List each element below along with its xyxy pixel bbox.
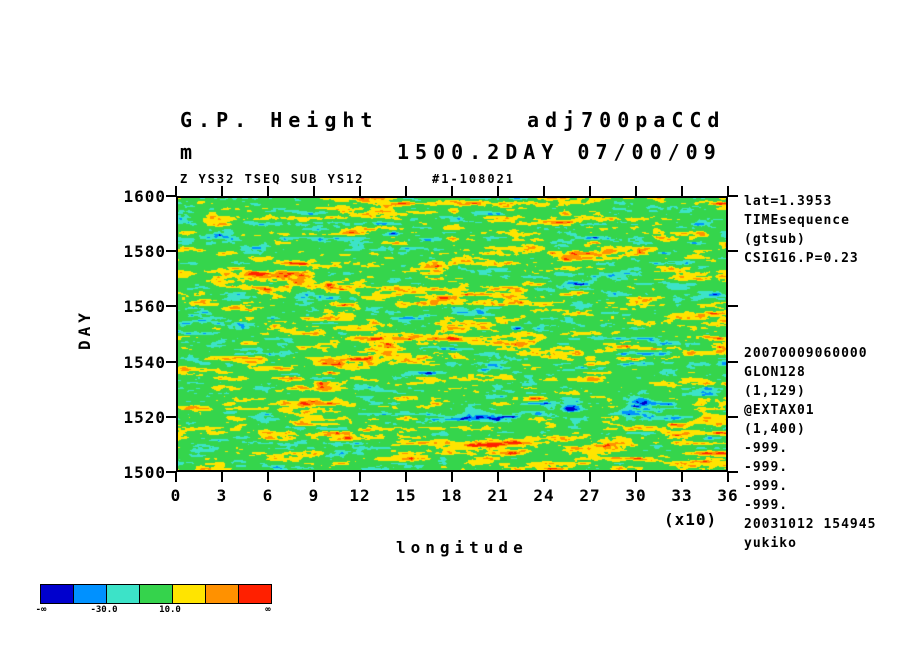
x-tick-mark-bottom — [267, 472, 269, 482]
x-tick-mark-top — [175, 186, 177, 196]
x-tick-label: 15 — [395, 486, 417, 505]
figure-id-label: #1-108021 — [432, 172, 516, 186]
colorbar-label: -30.0 — [90, 605, 118, 615]
annotation-line: -999. — [744, 479, 789, 494]
x-tick-mark-top — [405, 186, 407, 196]
y-tick-mark-right — [728, 471, 738, 473]
x-tick-mark-bottom — [221, 472, 223, 482]
annotation-line: (1,400) — [744, 422, 806, 437]
x-axis-title: longitude — [396, 538, 528, 557]
colorbar-segment — [206, 585, 239, 603]
x-tick-mark-top — [221, 186, 223, 196]
y-tick-mark-left — [166, 305, 176, 308]
annotation-line: TIMEsequence — [744, 213, 850, 228]
x-tick-mark-bottom — [405, 472, 407, 482]
y-tick-mark-left — [166, 250, 176, 253]
y-tick-mark-right — [728, 360, 738, 363]
y-tick-mark-right — [728, 305, 738, 308]
y-tick-mark-left — [166, 360, 176, 363]
x-tick-mark-top — [589, 186, 591, 196]
x-tick-mark-top — [635, 186, 637, 196]
x-tick-mark-top — [497, 186, 499, 196]
chart-title-left: G.P. Height — [180, 108, 379, 132]
x-tick-mark-top — [359, 186, 361, 196]
y-tick-label: 1520 — [123, 407, 166, 427]
colorbar-label: -∞ — [35, 605, 47, 615]
y-axis-title: DAY — [74, 309, 94, 350]
colorbar-segment — [239, 585, 271, 603]
x-tick-mark-bottom — [589, 472, 591, 482]
x-tick-label: 18 — [441, 486, 463, 505]
x-tick-mark-top — [727, 186, 729, 196]
x-tick-label: 6 — [262, 486, 274, 505]
x-tick-label: 30 — [625, 486, 647, 505]
x-tick-mark-bottom — [681, 472, 683, 482]
annotation-line: GLON128 — [744, 365, 806, 380]
annotation-line: 20031012 154945 — [744, 517, 877, 532]
x-scale-note: (x10) — [664, 510, 718, 529]
x-tick-mark-bottom — [451, 472, 453, 482]
x-tick-label: 24 — [533, 486, 555, 505]
colorbar-segment — [107, 585, 140, 603]
x-tick-label: 33 — [671, 486, 693, 505]
annotation-line: -999. — [744, 498, 789, 513]
x-tick-mark-bottom — [313, 472, 315, 482]
x-tick-label: 3 — [216, 486, 228, 505]
y-tick-label: 1580 — [123, 242, 166, 262]
y-tick-label: 1560 — [123, 297, 166, 317]
annotation-line: (1,129) — [744, 384, 806, 399]
annotation-line: lat=1.3953 — [744, 194, 833, 209]
x-tick-mark-bottom — [635, 472, 637, 482]
annotation-line: yukiko — [744, 536, 797, 551]
x-tick-mark-top — [313, 186, 315, 196]
x-tick-label: 21 — [487, 486, 509, 505]
y-tick-mark-left — [166, 195, 176, 197]
chart-title-right: adj700paCCd — [527, 108, 726, 132]
x-tick-mark-top — [267, 186, 269, 196]
x-tick-mark-top — [543, 186, 545, 196]
colorbar-label: ∞ — [265, 605, 271, 615]
x-tick-mark-bottom — [175, 472, 177, 482]
heatmap-canvas — [178, 198, 726, 470]
time-label: 1500.2DAY 07/00/09 — [397, 140, 722, 164]
annotation-line: (gtsub) — [744, 232, 806, 247]
x-tick-mark-top — [681, 186, 683, 196]
colorbar-segment — [173, 585, 206, 603]
dataset-id-label: Z YS32 TSEQ SUB YS12 — [180, 172, 365, 186]
y-tick-label: 1540 — [123, 352, 166, 372]
x-tick-mark-bottom — [359, 472, 361, 482]
annotation-line: 20070009060000 — [744, 346, 868, 361]
colorbar-label: 10.0 — [159, 605, 181, 615]
annotation-line: -999. — [744, 441, 789, 456]
x-tick-label: 36 — [717, 486, 739, 505]
y-tick-mark-right — [728, 415, 738, 418]
y-tick-mark-left — [166, 471, 176, 473]
plot-area — [176, 196, 728, 472]
annotation-line: -999. — [744, 460, 789, 475]
y-tick-label: 1500 — [123, 463, 166, 482]
y-tick-mark-right — [728, 195, 738, 197]
x-tick-mark-bottom — [497, 472, 499, 482]
annotation-line: @EXTAX01 — [744, 403, 815, 418]
colorbar-segment — [140, 585, 173, 603]
y-tick-mark-left — [166, 415, 176, 418]
y-tick-label: 1600 — [123, 187, 166, 206]
x-tick-label: 27 — [579, 486, 601, 505]
units-label: m — [180, 140, 199, 164]
y-tick-mark-right — [728, 250, 738, 253]
colorbar — [40, 584, 272, 604]
x-tick-label: 0 — [170, 486, 182, 505]
x-tick-label: 9 — [308, 486, 320, 505]
colorbar-segment — [41, 585, 74, 603]
x-tick-label: 12 — [349, 486, 371, 505]
x-tick-mark-bottom — [727, 472, 729, 482]
annotation-line: CSIG16.P=0.23 — [744, 251, 859, 266]
colorbar-segment — [74, 585, 107, 603]
x-tick-mark-top — [451, 186, 453, 196]
x-tick-mark-bottom — [543, 472, 545, 482]
